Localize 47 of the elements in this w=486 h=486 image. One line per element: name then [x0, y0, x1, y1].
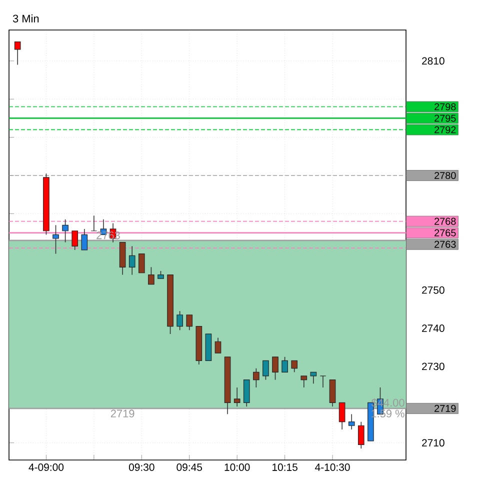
y-tick-label: 2740: [422, 324, 444, 332]
candlestick: [81, 228, 88, 250]
x-tick-label: 4-09:00: [28, 464, 64, 471]
x-tick-label: 10:00: [224, 464, 250, 471]
candlestick: [52, 224, 59, 254]
x-tick-label: 09:30: [128, 464, 154, 471]
candlestick: [300, 376, 308, 388]
ref-line-label: 2792: [434, 126, 456, 134]
ref-line-label: 2768: [434, 218, 456, 225]
ref-line-label: 2763: [434, 240, 456, 248]
candlestick: [176, 310, 183, 331]
candlestick: [310, 372, 317, 384]
y-tick-label: 2730: [422, 362, 444, 370]
candlestick: [329, 379, 336, 407]
ref-line-label: 2719: [434, 404, 456, 412]
candlestick: [186, 314, 193, 331]
x-tick-label: 4-10:30: [315, 464, 350, 471]
y-tick-label: 2710: [422, 439, 444, 447]
x-tick-label: 09:45: [176, 464, 202, 471]
candlestick: [272, 356, 278, 380]
candlestick: [253, 368, 260, 388]
candlestick: [338, 402, 346, 430]
annotation: 2719: [110, 410, 134, 418]
candlestick: [243, 379, 250, 407]
candlestick: [348, 414, 355, 430]
ref-line-label: 2798: [434, 103, 456, 110]
candlestick: [62, 219, 68, 243]
y-tick-label: 2810: [422, 57, 444, 65]
candlestick: [262, 360, 269, 380]
candlestick: [282, 356, 288, 373]
y-tick-label: 2750: [422, 286, 444, 294]
ref-line-label: 2765: [434, 229, 456, 236]
x-tick-label: 10:15: [272, 464, 298, 471]
candlestick: [148, 266, 154, 285]
candlestick: [72, 230, 78, 250]
ref-line-label: 2780: [434, 172, 456, 180]
candlestick: [90, 215, 98, 232]
candlestick: [234, 387, 240, 407]
chart-title: 3 Min: [12, 14, 39, 22]
candlestick: [128, 246, 136, 276]
candlestick: [320, 376, 326, 388]
candlestick: [14, 41, 21, 66]
candlestick: [358, 421, 364, 449]
candlestick: [214, 337, 222, 354]
candlestick: [138, 253, 145, 274]
candlestick: [291, 360, 298, 373]
ref-line-label: 2795: [434, 114, 456, 122]
